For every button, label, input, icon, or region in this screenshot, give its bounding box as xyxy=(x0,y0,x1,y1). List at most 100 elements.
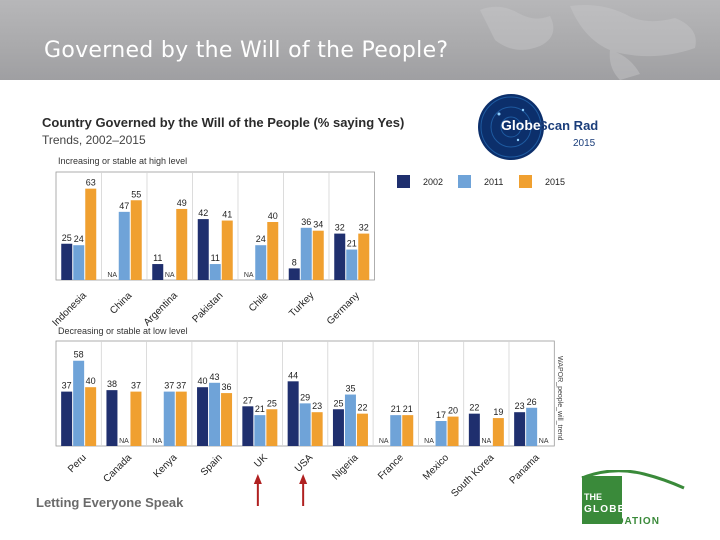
bar-2002 xyxy=(152,264,164,280)
data-label: 25 xyxy=(62,233,72,243)
bar-2015 xyxy=(85,188,97,280)
data-label: 34 xyxy=(313,220,323,230)
data-label: 24 xyxy=(256,234,266,244)
data-label: 32 xyxy=(359,223,369,233)
bar-2015 xyxy=(356,413,368,446)
data-label: 42 xyxy=(198,208,208,218)
na-label: NA xyxy=(119,438,129,445)
country-label: China xyxy=(108,290,135,317)
legend-label-2002: 2002 xyxy=(423,177,443,187)
country-label: Argentina xyxy=(142,290,180,328)
bar-2011 xyxy=(209,382,221,446)
bar-2015 xyxy=(175,391,187,446)
bar-2011 xyxy=(254,415,266,446)
bar-2002 xyxy=(242,406,254,446)
bar-2002 xyxy=(106,390,118,446)
bar-2002 xyxy=(197,219,209,280)
bar-2015 xyxy=(311,412,323,446)
data-label: 49 xyxy=(177,198,187,208)
bar-2015 xyxy=(492,418,504,446)
radar-logo-word2: Scan Radar xyxy=(539,118,598,133)
bar-2015 xyxy=(266,409,278,446)
side-note: WAPOR_people_will_trend xyxy=(556,356,563,441)
bar-2015 xyxy=(358,233,370,280)
data-label: 25 xyxy=(267,398,277,408)
data-label: 35 xyxy=(345,384,355,394)
data-label: 55 xyxy=(131,189,141,199)
data-label: 22 xyxy=(469,403,479,413)
panel-label-increasing: Increasing or stable at high level xyxy=(58,156,188,166)
panel-label-decreasing: Decreasing or stable at low level xyxy=(58,326,188,336)
country-label: Chile xyxy=(247,290,271,314)
radar-logo-word1: Globe xyxy=(501,117,541,133)
bar-2002 xyxy=(287,381,299,446)
na-label: NA xyxy=(379,438,389,445)
data-label: 40 xyxy=(268,211,278,221)
bar-2011 xyxy=(435,421,447,446)
data-label: 37 xyxy=(62,381,72,391)
data-label: 21 xyxy=(255,404,265,414)
globescan-foundation-logo: THE GLOBESCAN FOUNDATION xyxy=(581,470,685,527)
country-label: Nigeria xyxy=(330,452,360,482)
foundation-logo-line2: GLOBESCAN xyxy=(584,504,659,515)
country-label: Indonesia xyxy=(50,290,89,329)
data-label: 8 xyxy=(292,257,297,267)
bar-2002 xyxy=(468,413,480,446)
data-label: 27 xyxy=(243,395,253,405)
country-label: Spain xyxy=(199,452,225,478)
data-label: 40 xyxy=(86,376,96,386)
radar-logo-year: 2015 xyxy=(573,138,596,149)
bar-2011 xyxy=(346,249,358,280)
na-label: NA xyxy=(481,438,491,445)
data-label: 47 xyxy=(119,201,129,211)
country-label: Canada xyxy=(102,452,135,485)
bar-2011 xyxy=(299,403,311,446)
bar-2002 xyxy=(514,412,526,446)
world-map-decoration xyxy=(480,5,696,80)
bar-2002 xyxy=(61,243,73,280)
country-label: USA xyxy=(293,452,316,475)
data-label: 36 xyxy=(222,382,232,392)
data-label: 11 xyxy=(211,253,220,263)
bar-2011 xyxy=(255,245,267,280)
data-label: 23 xyxy=(515,401,525,411)
country-label: Panama xyxy=(508,452,542,486)
bar-2011 xyxy=(390,415,402,446)
bar-2015 xyxy=(221,393,233,446)
data-label: 26 xyxy=(527,397,537,407)
chart-subtitle: Trends, 2002–2015 xyxy=(42,133,146,147)
bar-2011 xyxy=(73,245,85,280)
data-label: 58 xyxy=(74,350,84,360)
bar-2002 xyxy=(288,268,300,280)
data-label: 19 xyxy=(493,407,503,417)
legend-swatch-2015 xyxy=(519,175,532,188)
chart-title: Country Governed by the Will of the Peop… xyxy=(42,115,405,130)
highlight-arrowhead xyxy=(253,474,262,484)
data-label: 25 xyxy=(333,398,343,408)
bar-2015 xyxy=(130,391,142,446)
data-label: 21 xyxy=(403,404,413,414)
data-label: 21 xyxy=(391,404,401,414)
country-label: Mexico xyxy=(421,452,451,482)
bar-2015 xyxy=(312,230,324,280)
data-label: 44 xyxy=(288,370,298,380)
data-label: 20 xyxy=(448,406,458,416)
legend-swatch-2002 xyxy=(397,175,410,188)
data-label: 40 xyxy=(198,376,208,386)
bar-2015 xyxy=(176,208,188,280)
country-label: Pakistan xyxy=(190,290,225,325)
legend-label-2011: 2011 xyxy=(484,177,503,187)
bar-2015 xyxy=(130,200,142,280)
data-label: 22 xyxy=(357,403,367,413)
data-label: 21 xyxy=(347,239,357,249)
country-label: France xyxy=(376,452,406,482)
country-label: Peru xyxy=(66,452,89,475)
data-label: 43 xyxy=(210,372,220,382)
bar-2002 xyxy=(197,387,209,446)
bar-2011 xyxy=(526,407,538,446)
slide-title: Governed by the Will of the People? xyxy=(44,38,449,63)
bar-2015 xyxy=(402,415,414,446)
panel-frame xyxy=(55,171,375,281)
data-label: 41 xyxy=(222,210,232,220)
foundation-logo-line1: THE xyxy=(584,492,602,502)
